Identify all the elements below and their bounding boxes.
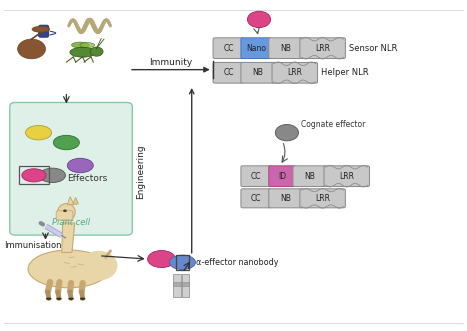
Bar xyxy=(173,282,181,286)
FancyBboxPatch shape xyxy=(269,189,303,208)
Text: LRR: LRR xyxy=(339,172,354,181)
Ellipse shape xyxy=(67,158,93,173)
FancyBboxPatch shape xyxy=(241,63,275,83)
Polygon shape xyxy=(67,197,74,205)
FancyBboxPatch shape xyxy=(300,189,346,208)
Text: Immunisation: Immunisation xyxy=(4,241,61,251)
Ellipse shape xyxy=(70,47,95,57)
Text: Sensor NLR: Sensor NLR xyxy=(349,44,397,53)
FancyBboxPatch shape xyxy=(293,166,327,186)
Ellipse shape xyxy=(28,250,109,288)
Ellipse shape xyxy=(71,42,89,48)
FancyBboxPatch shape xyxy=(241,189,272,208)
Ellipse shape xyxy=(39,168,65,183)
Ellipse shape xyxy=(26,125,51,140)
Text: Immunity: Immunity xyxy=(149,58,192,67)
Text: α-effector nanobody: α-effector nanobody xyxy=(196,258,279,267)
Ellipse shape xyxy=(170,255,195,269)
Ellipse shape xyxy=(68,298,74,300)
Text: Helper NLR: Helper NLR xyxy=(321,68,369,77)
Text: LRR: LRR xyxy=(315,194,330,203)
FancyBboxPatch shape xyxy=(324,166,369,186)
FancyBboxPatch shape xyxy=(300,38,346,59)
Bar xyxy=(19,166,49,184)
Ellipse shape xyxy=(80,298,85,300)
Polygon shape xyxy=(72,197,78,205)
Bar xyxy=(182,282,189,286)
FancyBboxPatch shape xyxy=(56,211,73,220)
Text: NB: NB xyxy=(304,172,315,181)
Text: Engineering: Engineering xyxy=(136,145,145,199)
Text: CC: CC xyxy=(251,194,262,203)
Text: Effectors: Effectors xyxy=(68,174,108,183)
Ellipse shape xyxy=(32,26,50,32)
FancyBboxPatch shape xyxy=(241,166,272,186)
Ellipse shape xyxy=(53,135,79,150)
Text: Cognate effector: Cognate effector xyxy=(301,120,365,129)
Circle shape xyxy=(18,39,45,59)
Bar xyxy=(173,274,181,297)
Ellipse shape xyxy=(57,204,75,221)
Text: Plant cell: Plant cell xyxy=(52,218,90,227)
Circle shape xyxy=(90,47,103,56)
Text: NB: NB xyxy=(253,68,263,77)
FancyBboxPatch shape xyxy=(241,38,272,59)
Ellipse shape xyxy=(56,298,62,300)
Text: NB: NB xyxy=(280,194,291,203)
Ellipse shape xyxy=(148,251,176,267)
Text: LRR: LRR xyxy=(287,68,302,77)
FancyBboxPatch shape xyxy=(213,38,244,59)
Text: CC: CC xyxy=(223,68,234,77)
FancyBboxPatch shape xyxy=(269,38,303,59)
FancyBboxPatch shape xyxy=(38,25,49,38)
Polygon shape xyxy=(62,223,75,253)
Ellipse shape xyxy=(80,43,95,48)
FancyBboxPatch shape xyxy=(272,63,318,83)
Text: ID: ID xyxy=(278,172,286,181)
Bar xyxy=(182,274,189,297)
Bar xyxy=(176,255,189,269)
Circle shape xyxy=(63,210,67,212)
Text: LRR: LRR xyxy=(315,44,330,53)
Text: Nano: Nano xyxy=(246,44,266,53)
Ellipse shape xyxy=(46,298,51,300)
Text: NB: NB xyxy=(280,44,291,53)
FancyBboxPatch shape xyxy=(213,63,244,83)
FancyBboxPatch shape xyxy=(10,103,132,235)
Text: CC: CC xyxy=(251,172,262,181)
Text: CC: CC xyxy=(223,44,234,53)
Ellipse shape xyxy=(80,251,117,280)
Circle shape xyxy=(275,124,298,141)
Circle shape xyxy=(248,11,271,28)
FancyBboxPatch shape xyxy=(269,166,296,186)
Ellipse shape xyxy=(22,169,46,182)
